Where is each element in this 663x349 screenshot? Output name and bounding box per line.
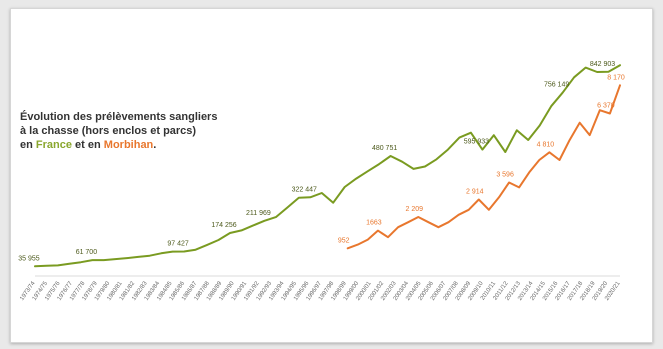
data-label: 480 751 <box>372 145 397 152</box>
data-label: 61 700 <box>76 249 98 256</box>
data-label: 952 <box>338 237 350 244</box>
title-line-2: à la chasse (hors enclos et parcs) <box>20 125 197 137</box>
data-label: 4 810 <box>537 141 555 148</box>
title-morbihan: Morbihan <box>103 139 154 151</box>
data-label: 1663 <box>366 220 382 227</box>
data-label: 174 256 <box>211 222 236 229</box>
data-label: 3 596 <box>496 172 514 179</box>
data-label: 322 447 <box>292 186 317 193</box>
series-line-morbihan <box>346 84 621 250</box>
title-suffix: . <box>153 139 157 151</box>
title-france: France <box>35 139 72 151</box>
title-connector: et en <box>71 139 104 151</box>
title-prefix: en <box>20 139 36 151</box>
chart-title: Évolution des prélèvements sangliers à l… <box>20 110 310 152</box>
data-label: 756 149 <box>544 82 569 89</box>
title-line-1: Évolution des prélèvements sangliers <box>20 111 218 123</box>
data-label: 6 370 <box>597 103 615 110</box>
data-label: 2 209 <box>406 206 424 213</box>
data-label: 2 914 <box>466 189 484 196</box>
data-label: 595 933 <box>464 139 489 146</box>
data-label: 35 955 <box>18 255 40 262</box>
data-label: 8 170 <box>607 74 625 81</box>
data-label: 211 969 <box>246 210 271 217</box>
data-label: 97 427 <box>167 241 189 248</box>
chart-card <box>10 8 653 343</box>
title-line-3: en France et en Morbihan. <box>20 138 310 152</box>
series-line-france <box>34 64 621 268</box>
data-label: 842 903 <box>590 61 615 68</box>
